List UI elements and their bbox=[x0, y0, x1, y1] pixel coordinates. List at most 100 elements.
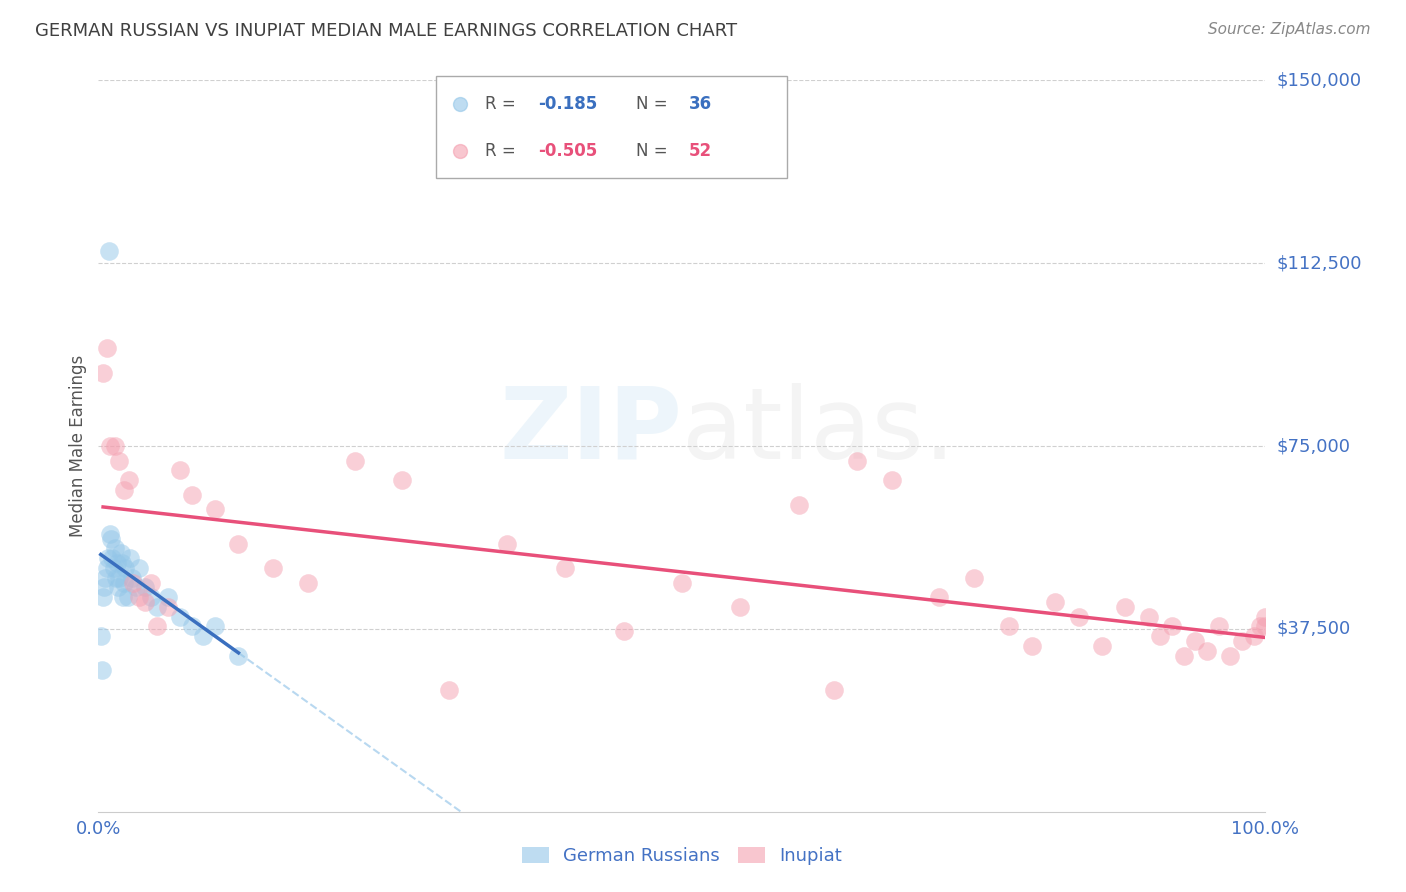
Point bbox=[146, 619, 169, 633]
Point bbox=[228, 648, 250, 663]
Point bbox=[671, 575, 693, 590]
Point bbox=[121, 571, 143, 585]
Point bbox=[157, 599, 180, 614]
Point bbox=[612, 624, 634, 639]
Point bbox=[1114, 599, 1136, 614]
Point bbox=[97, 551, 120, 566]
Text: Source: ZipAtlas.com: Source: ZipAtlas.com bbox=[1208, 22, 1371, 37]
Point bbox=[90, 629, 112, 643]
Point bbox=[117, 590, 139, 604]
Text: GERMAN RUSSIAN VS INUPIAT MEDIAN MALE EARNINGS CORRELATION CHART: GERMAN RUSSIAN VS INUPIAT MEDIAN MALE EA… bbox=[35, 22, 737, 40]
Point bbox=[169, 463, 191, 477]
Point bbox=[103, 561, 125, 575]
Point bbox=[93, 581, 115, 595]
Text: $150,000: $150,000 bbox=[1277, 71, 1361, 89]
Point bbox=[1021, 639, 1043, 653]
Point bbox=[105, 556, 128, 570]
Point bbox=[112, 483, 135, 497]
Point bbox=[823, 682, 845, 697]
Point bbox=[169, 609, 191, 624]
Point bbox=[1161, 619, 1184, 633]
Point bbox=[228, 536, 250, 550]
Text: R =: R = bbox=[485, 142, 522, 160]
Point bbox=[118, 473, 141, 487]
Point bbox=[94, 571, 117, 585]
Point bbox=[104, 571, 127, 585]
Point bbox=[1230, 634, 1253, 648]
Point bbox=[928, 590, 950, 604]
Text: R =: R = bbox=[485, 95, 522, 112]
Point bbox=[554, 561, 576, 575]
Point bbox=[845, 453, 868, 467]
Point bbox=[730, 599, 752, 614]
Point bbox=[108, 453, 131, 467]
Point bbox=[146, 599, 169, 614]
Point bbox=[111, 590, 134, 604]
Text: -0.505: -0.505 bbox=[538, 142, 598, 160]
Point bbox=[104, 439, 127, 453]
Text: $75,000: $75,000 bbox=[1277, 437, 1351, 455]
Point bbox=[1184, 634, 1206, 648]
Point bbox=[96, 342, 118, 356]
Text: ZIP: ZIP bbox=[499, 383, 682, 480]
Point bbox=[1208, 619, 1230, 633]
Point bbox=[1243, 629, 1265, 643]
Point bbox=[98, 439, 121, 453]
Point bbox=[1045, 595, 1067, 609]
Point bbox=[101, 551, 124, 566]
FancyBboxPatch shape bbox=[436, 76, 787, 178]
Point bbox=[1249, 619, 1271, 633]
Point bbox=[97, 244, 120, 258]
Point bbox=[1137, 609, 1160, 624]
Point bbox=[1254, 619, 1277, 633]
Point bbox=[1254, 609, 1277, 624]
Point bbox=[128, 561, 150, 575]
Point bbox=[90, 663, 112, 677]
Point bbox=[1067, 609, 1090, 624]
Y-axis label: Median Male Earnings: Median Male Earnings bbox=[69, 355, 87, 537]
Point bbox=[107, 581, 129, 595]
Point bbox=[98, 526, 121, 541]
Point bbox=[134, 581, 156, 595]
Point bbox=[91, 366, 114, 380]
Point bbox=[344, 453, 367, 467]
Point bbox=[180, 488, 202, 502]
Point bbox=[114, 561, 136, 575]
Point bbox=[1091, 639, 1114, 653]
Point bbox=[104, 541, 127, 556]
Point bbox=[997, 619, 1019, 633]
Point bbox=[204, 502, 226, 516]
Text: N =: N = bbox=[637, 142, 673, 160]
Point bbox=[108, 571, 131, 585]
Text: 52: 52 bbox=[689, 142, 711, 160]
Point bbox=[180, 619, 202, 633]
Point bbox=[787, 498, 810, 512]
Text: atlas.: atlas. bbox=[682, 383, 955, 480]
Point bbox=[437, 682, 460, 697]
Point bbox=[495, 536, 517, 550]
Point bbox=[962, 571, 984, 585]
Point bbox=[391, 473, 413, 487]
Point bbox=[111, 556, 134, 570]
Point bbox=[880, 473, 903, 487]
Point bbox=[134, 595, 156, 609]
Point bbox=[91, 590, 114, 604]
Text: N =: N = bbox=[637, 95, 673, 112]
Point bbox=[262, 561, 284, 575]
Point bbox=[112, 575, 135, 590]
Point bbox=[450, 96, 472, 111]
Point bbox=[1195, 644, 1218, 658]
Point bbox=[1149, 629, 1171, 643]
Point bbox=[118, 551, 141, 566]
Point bbox=[1173, 648, 1195, 663]
Point bbox=[1219, 648, 1241, 663]
Point bbox=[297, 575, 319, 590]
Point bbox=[100, 532, 122, 546]
Text: $37,500: $37,500 bbox=[1277, 620, 1351, 638]
Legend: German Russians, Inupiat: German Russians, Inupiat bbox=[515, 839, 849, 872]
Point bbox=[139, 590, 162, 604]
Point bbox=[128, 590, 150, 604]
Text: $112,500: $112,500 bbox=[1277, 254, 1362, 272]
Text: 36: 36 bbox=[689, 95, 711, 112]
Point bbox=[450, 144, 472, 158]
